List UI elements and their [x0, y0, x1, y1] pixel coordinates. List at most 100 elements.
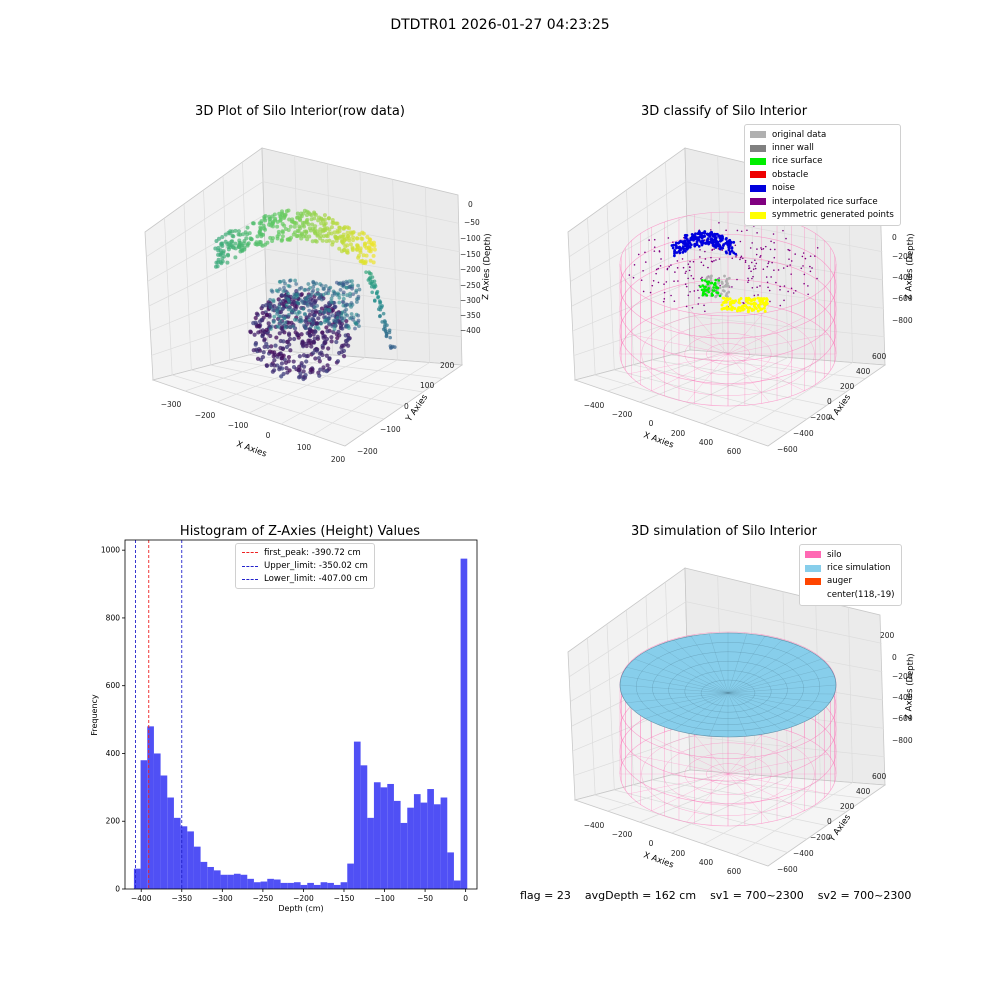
interpolated-point	[692, 277, 695, 280]
data-point	[287, 312, 291, 317]
interpolated-point	[672, 241, 674, 244]
original-point	[724, 284, 728, 288]
histogram-bar	[427, 789, 434, 889]
data-point	[310, 351, 316, 356]
panel4-ytick: 600	[872, 772, 887, 781]
histogram-bar	[320, 882, 328, 889]
data-point	[327, 356, 332, 361]
interpolated-point	[690, 274, 693, 277]
data-point	[279, 361, 285, 366]
interpolated-point	[725, 229, 727, 232]
symmetric-point	[754, 306, 758, 310]
noise-point	[718, 239, 722, 243]
data-point	[260, 304, 265, 309]
data-point	[334, 339, 339, 345]
interpolated-point	[642, 269, 644, 272]
data-point	[280, 222, 285, 227]
data-point	[351, 317, 355, 322]
panel1-gridlines	[146, 155, 462, 436]
panel1-points	[213, 208, 397, 382]
data-point	[304, 219, 309, 224]
xtick-label: −350	[171, 894, 192, 903]
interpolated-point	[803, 282, 805, 285]
data-point	[277, 331, 282, 336]
figure-title: DTDTR01 2026-01-27 04:23:25	[390, 17, 610, 33]
interpolated-point	[751, 286, 754, 289]
silo-floor-spoke	[727, 737, 805, 775]
panel1-ytick: 100	[420, 381, 435, 390]
data-point	[286, 208, 291, 213]
data-point	[287, 368, 292, 373]
data-point	[294, 234, 299, 239]
data-point	[215, 260, 220, 265]
interpolated-point	[699, 256, 701, 258]
data-point	[322, 340, 327, 345]
data-point	[329, 296, 334, 301]
histogram-bar	[160, 775, 168, 889]
interpolated-point	[803, 273, 806, 276]
data-point	[257, 348, 263, 353]
noise-point	[706, 237, 710, 241]
data-point	[327, 308, 332, 313]
interpolated-point	[773, 269, 775, 272]
data-point	[298, 217, 303, 222]
symmetric-point	[746, 301, 750, 305]
data-point	[268, 302, 272, 307]
data-point	[225, 260, 230, 265]
data-point	[233, 241, 238, 246]
rice-mesh-line	[621, 692, 729, 695]
interpolated-point	[700, 277, 702, 280]
data-point	[342, 226, 347, 231]
interpolated-point	[685, 285, 688, 288]
rice-surface-point	[710, 292, 714, 295]
data-point	[230, 229, 235, 234]
symmetric-point	[720, 307, 724, 311]
data-point	[300, 220, 305, 225]
data-point	[357, 232, 362, 237]
histogram-bar	[167, 797, 174, 889]
ytick-label: 400	[106, 749, 121, 758]
panel1-ztick: −200	[460, 265, 481, 274]
interpolated-point	[687, 294, 690, 297]
rice-mesh-line	[709, 692, 729, 737]
histogram-xticks: −400 −350 −300 −250 −200 −150 −100 −50 0	[131, 889, 468, 903]
data-point	[375, 289, 380, 294]
noise-point	[700, 242, 704, 246]
data-point	[305, 353, 310, 359]
histogram-bar	[307, 882, 314, 889]
data-point	[341, 343, 346, 348]
data-point	[326, 216, 331, 221]
noise-point	[681, 245, 685, 248]
data-point	[325, 329, 330, 334]
data-point	[323, 315, 328, 320]
data-point	[272, 363, 277, 368]
data-point	[282, 316, 287, 321]
data-point	[298, 315, 303, 320]
interpolated-point	[756, 232, 758, 234]
interpolated-point	[718, 221, 720, 224]
data-point	[331, 330, 336, 335]
data-point	[213, 246, 218, 251]
data-point	[280, 346, 286, 351]
rice-surface-point	[715, 291, 718, 294]
interpolated-point	[644, 261, 647, 263]
legend-item-inner-wall: inner wall	[750, 141, 894, 154]
data-point	[348, 316, 352, 321]
data-point	[351, 292, 355, 297]
symmetric-point	[751, 298, 755, 302]
data-point	[341, 232, 346, 237]
interpolated-point	[663, 291, 666, 294]
interpolated-point	[649, 291, 652, 294]
interpolated-point	[703, 304, 705, 307]
legend-item-first-peak: first_peak: -390.72 cm	[242, 546, 368, 559]
data-point	[307, 333, 313, 338]
original-point	[710, 274, 713, 278]
symmetric-point	[733, 307, 737, 311]
data-point	[312, 336, 317, 341]
data-point	[331, 313, 335, 318]
data-point	[319, 321, 323, 326]
symmetric-point	[746, 306, 750, 310]
noise-point	[696, 236, 699, 240]
legend-label: Lower_limit: -407.00 cm	[264, 574, 368, 585]
data-point	[326, 346, 331, 351]
